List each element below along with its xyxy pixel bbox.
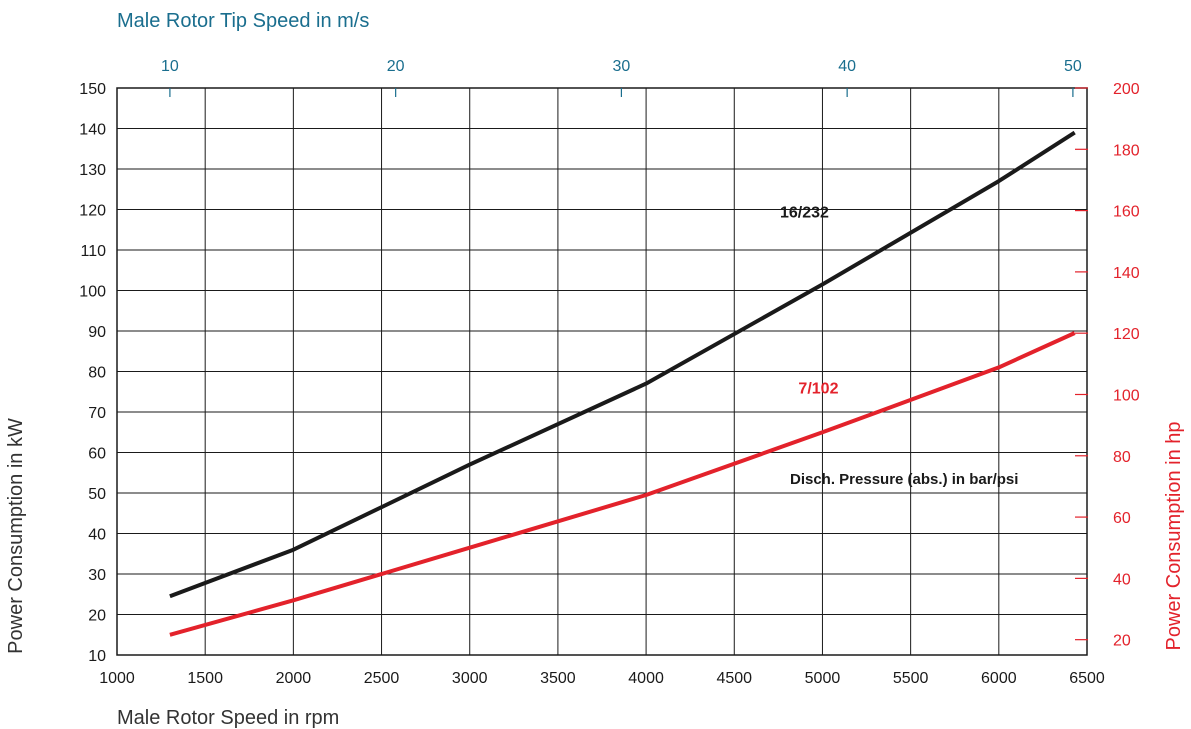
- top-axis-title: Male Rotor Tip Speed in m/s: [117, 10, 369, 32]
- right-axis-tick-label: 60: [1113, 510, 1131, 527]
- y-tick-label: 40: [88, 527, 106, 544]
- y-tick-label: 100: [79, 284, 106, 301]
- y-tick-label: 130: [79, 162, 106, 179]
- y-tick-label: 20: [88, 608, 106, 625]
- legend-title: Disch. Pressure (abs.) in bar/psi: [790, 471, 1018, 488]
- x-tick-label: 3000: [452, 670, 488, 687]
- right-axis-tick-label: 100: [1113, 387, 1140, 404]
- top-axis-ticks: 10 20 30 40 50: [161, 58, 1082, 97]
- top-axis-tick-label: 20: [387, 58, 405, 75]
- series-label: 16/232: [780, 205, 829, 222]
- y-tick-label: 60: [88, 446, 106, 463]
- x-tick-label: 2000: [276, 670, 312, 687]
- top-axis-tick-label: 30: [613, 58, 631, 75]
- x-tick-label: 6000: [981, 670, 1017, 687]
- series-labels: 16/232 7/102: [780, 205, 839, 398]
- y-tick-label: 50: [88, 486, 106, 503]
- right-axis-ticks: 20 40 60 80 100 120 140 160 180 200: [1075, 81, 1140, 650]
- x-tick-label: 5000: [805, 670, 841, 687]
- right-axis-tick-label: 40: [1113, 571, 1131, 588]
- x-tick-label: 1500: [187, 670, 223, 687]
- y-tick-label: 10: [88, 648, 106, 665]
- y-axis-ticks: 10 20 30 40 50 60 70 80 90 100 110 120 130 140 150: [79, 81, 106, 665]
- right-axis-tick-label: 20: [1113, 633, 1131, 650]
- y-tick-label: 140: [79, 122, 106, 139]
- x-tick-label: 3500: [540, 670, 576, 687]
- x-tick-label: 4500: [716, 670, 752, 687]
- plot-border: [116, 87, 1088, 656]
- x-tick-label: 1000: [99, 670, 135, 687]
- right-axis-tick-label: 120: [1113, 326, 1140, 343]
- right-axis-title: Power Consumption in hp: [1163, 421, 1185, 650]
- right-axis-tick-label: 180: [1113, 142, 1140, 159]
- top-axis-tick-label: 50: [1064, 58, 1082, 75]
- x-tick-label: 2500: [364, 670, 400, 687]
- y-tick-label: 80: [88, 365, 106, 382]
- right-axis-tick-label: 200: [1113, 81, 1140, 98]
- y-tick-label: 120: [79, 203, 106, 220]
- right-axis-tick-label: 140: [1113, 265, 1140, 282]
- x-axis-ticks: 1000 1500 2000 2500 3000 3500 4000 4500 5000 5500…: [99, 670, 1105, 687]
- series-line: [169, 331, 1076, 637]
- x-axis-title: Male Rotor Speed in rpm: [117, 707, 339, 729]
- x-tick-label: 5500: [893, 670, 929, 687]
- x-tick-label: 6500: [1069, 670, 1105, 687]
- grid: [116, 87, 1088, 656]
- y-tick-label: 30: [88, 567, 106, 584]
- right-axis-tick-label: 80: [1113, 449, 1131, 466]
- y-tick-label: 150: [79, 81, 106, 98]
- top-axis-tick-label: 40: [838, 58, 856, 75]
- series-label: 7/102: [798, 381, 838, 398]
- series-line: [169, 130, 1076, 599]
- series-lines: [169, 130, 1076, 637]
- right-axis-tick-label: 160: [1113, 204, 1140, 221]
- x-tick-label: 4000: [628, 670, 664, 687]
- y-tick-label: 110: [80, 243, 106, 260]
- top-axis-tick-label: 10: [161, 58, 179, 75]
- y-tick-label: 90: [88, 324, 106, 341]
- plot-frame: [116, 87, 1088, 656]
- y-tick-label: 70: [88, 405, 106, 422]
- y-axis-title: Power Consumption in kW: [5, 418, 27, 654]
